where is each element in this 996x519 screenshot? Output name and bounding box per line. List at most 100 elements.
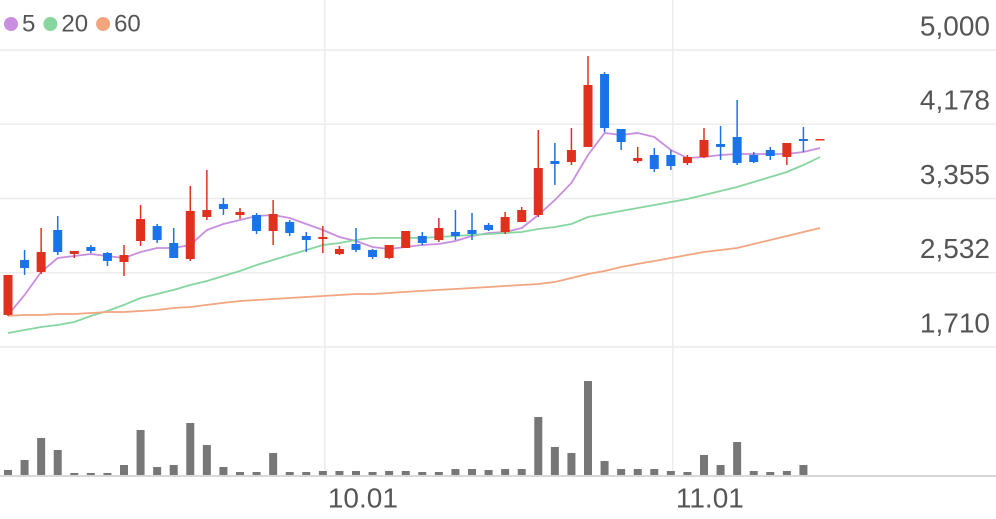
volume-bar <box>37 438 46 475</box>
candle-body <box>235 211 245 216</box>
candle-body <box>268 214 278 231</box>
ma-line <box>7 132 821 316</box>
candle-body <box>765 150 775 156</box>
volume-bar <box>650 469 659 475</box>
candle-body <box>334 248 344 255</box>
volume-bar <box>451 469 460 475</box>
volume-bar <box>120 465 128 475</box>
candle-body <box>351 243 361 250</box>
volume-bar <box>285 472 294 475</box>
candle-body <box>169 243 179 258</box>
candle-body <box>318 236 328 240</box>
candle-body <box>633 157 643 162</box>
candle-body <box>533 167 543 216</box>
volume-bar <box>368 472 377 475</box>
candle-body <box>218 204 228 209</box>
candle-body <box>102 253 112 261</box>
volume-bar <box>799 465 808 475</box>
candle-body <box>517 209 527 222</box>
candle-body <box>301 235 311 241</box>
candle-body <box>467 230 477 234</box>
volume-bar <box>186 423 195 475</box>
candle-body <box>384 244 394 258</box>
candle-body <box>666 154 676 167</box>
candle-body <box>53 230 63 253</box>
candle-body <box>716 143 726 147</box>
candle-body <box>732 137 742 164</box>
volume-bar <box>666 471 675 475</box>
candle-body <box>484 224 494 231</box>
volume-bar <box>86 473 95 475</box>
volume-bar <box>683 472 692 475</box>
candle-body <box>782 142 792 157</box>
candle-body <box>450 231 460 236</box>
volume-bar <box>136 430 145 475</box>
candle-body <box>815 139 825 141</box>
legend-marker <box>96 17 111 31</box>
candle-body <box>583 85 593 147</box>
volume-bar <box>103 473 112 475</box>
volume-bar <box>302 472 311 475</box>
volume-bar <box>4 470 12 475</box>
candle-body <box>3 274 13 315</box>
ma-line <box>7 156 821 334</box>
volume-bar <box>252 472 261 475</box>
volume-bar <box>534 417 543 475</box>
y-tick-label: 2,532 <box>920 233 990 264</box>
candle-body <box>649 154 659 169</box>
candle-body <box>36 252 46 272</box>
volume-bar <box>766 472 775 475</box>
volume-bar <box>153 467 162 475</box>
volume-bar <box>385 471 394 475</box>
volume-bar <box>633 469 642 475</box>
volume-bar <box>53 450 62 475</box>
candle-body <box>136 218 146 242</box>
volume-bar <box>434 472 443 475</box>
volume-bar <box>600 461 609 475</box>
volume-bar <box>567 453 576 475</box>
volume-bar <box>236 472 244 475</box>
candle-body <box>500 217 510 232</box>
legend-marker <box>4 17 18 31</box>
volume-bar <box>352 471 360 475</box>
volume-bar <box>617 469 626 475</box>
candle-body <box>749 154 759 163</box>
candle-body <box>285 221 295 233</box>
volume-bar <box>401 471 410 475</box>
candle-body <box>20 259 30 269</box>
candle-body <box>119 255 129 262</box>
volume-bar <box>335 471 344 475</box>
candle-body <box>550 161 560 165</box>
candle-body <box>152 226 162 241</box>
ma-line <box>7 227 821 317</box>
volume-bar <box>70 473 79 475</box>
candle-body <box>798 139 808 141</box>
volume-bar <box>418 472 427 475</box>
volume-bar <box>733 442 742 475</box>
x-tick-label: 10.01 <box>328 482 398 513</box>
volume-bar <box>202 445 211 475</box>
candle-body <box>185 210 195 259</box>
volume-bar <box>468 469 476 475</box>
y-tick-label: 4,178 <box>920 85 990 116</box>
candle-body <box>699 140 709 157</box>
candle-body <box>202 209 212 218</box>
candle-body <box>682 156 692 164</box>
candle-body <box>417 235 427 244</box>
x-tick-label: 11.01 <box>676 482 744 513</box>
volume-bar <box>169 465 178 475</box>
legend-marker <box>43 17 58 31</box>
volume-bar <box>782 471 791 475</box>
volume-bar <box>484 470 493 475</box>
candle-body <box>434 228 444 241</box>
candle-body <box>600 74 610 128</box>
candle-body <box>401 230 411 248</box>
candle-body <box>69 250 79 255</box>
volume-bar <box>219 467 228 475</box>
candle-body <box>566 150 576 163</box>
volume-bar <box>749 471 758 475</box>
legend-label: 5 <box>22 10 35 37</box>
legend-label: 60 <box>114 10 141 37</box>
volume-bar <box>501 469 510 475</box>
